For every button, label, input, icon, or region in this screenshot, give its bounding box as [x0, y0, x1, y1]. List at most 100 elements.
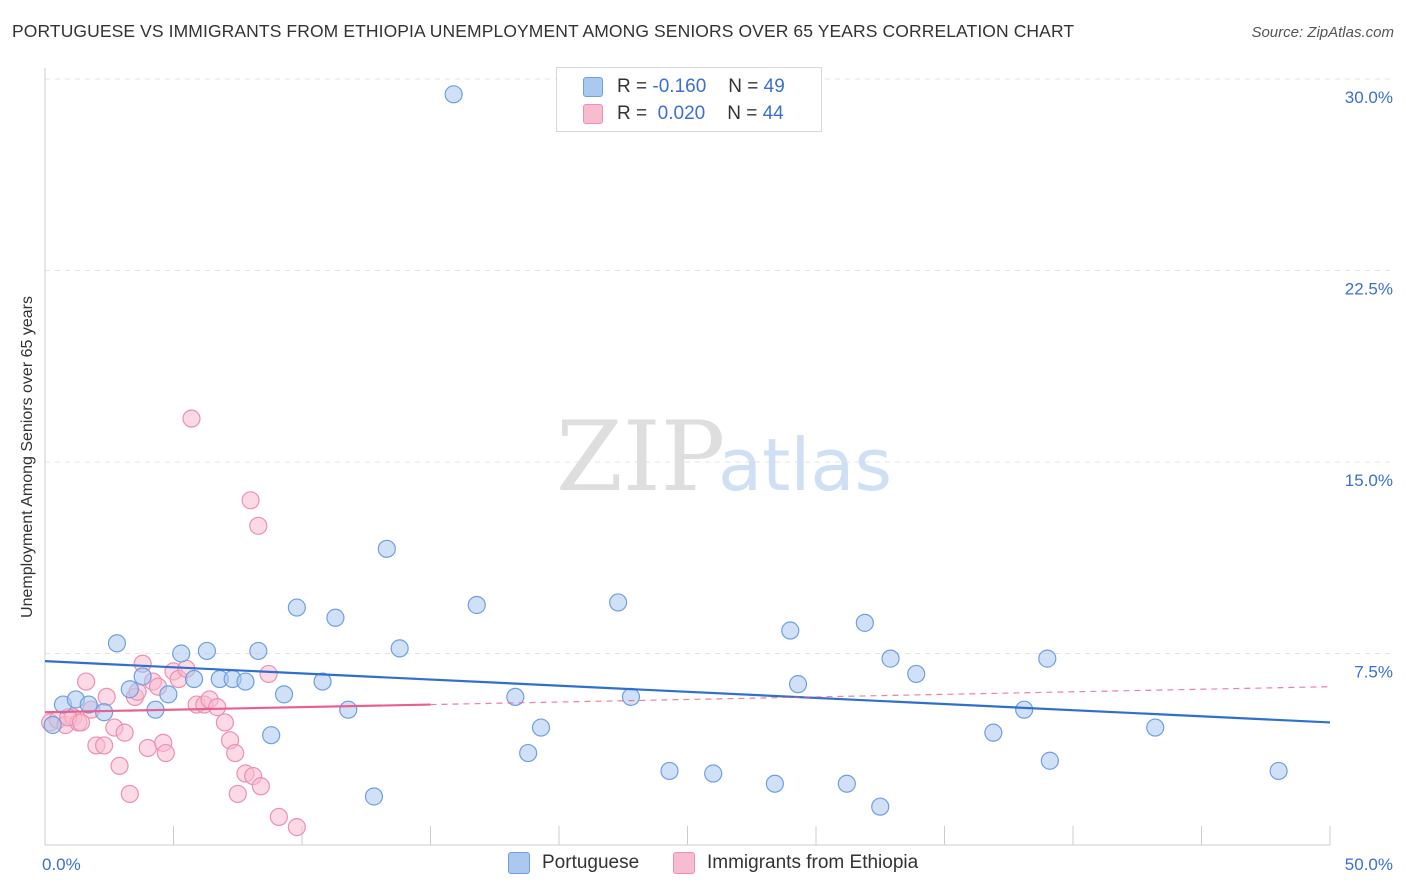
- portuguese-point: [79, 695, 98, 714]
- ethiopia-point: [115, 723, 134, 742]
- portuguese-point: [506, 687, 525, 707]
- portuguese-point: [1040, 751, 1059, 770]
- ethiopia-point: [97, 687, 116, 707]
- ethiopia-point: [226, 743, 245, 763]
- ethiopia-trend-line-extension: [430, 686, 1331, 706]
- portuguese-point: [781, 621, 800, 640]
- ethiopia-point: [110, 756, 129, 775]
- correlation-legend: R = -0.160 N = 49 R = 0.020 N = 44: [556, 67, 822, 132]
- bottom-legend-ethiopia: Immigrants from Ethiopia: [673, 852, 918, 874]
- ethiopia-point: [249, 516, 268, 535]
- portuguese-point: [444, 85, 463, 104]
- n-label: N =: [727, 103, 758, 124]
- portuguese-point: [984, 723, 1003, 742]
- r-value: -0.160: [652, 76, 707, 97]
- ethiopia-point: [259, 664, 278, 684]
- watermark-zip: ZIP: [556, 401, 725, 513]
- watermark: ZIP atlas: [556, 401, 892, 513]
- portuguese-point: [236, 672, 255, 691]
- chart-title: PORTUGUESE VS IMMIGRANTS FROM ETHIOPIA U…: [12, 21, 1075, 41]
- y-tick-label: 15.0%: [1345, 471, 1393, 490]
- source-credit: Source: ZipAtlas.com: [1251, 24, 1394, 41]
- ethiopia-point: [156, 743, 175, 763]
- x-tick-label: 50.0%: [1345, 855, 1393, 874]
- y-tick-labels: 7.5% 15.0% 22.5% 30.0%: [1345, 88, 1393, 682]
- portuguese-point: [313, 672, 332, 691]
- ethiopia-point: [208, 698, 227, 717]
- ethiopia-legend-label: Immigrants from Ethiopia: [707, 852, 919, 873]
- portuguese-point: [855, 613, 874, 632]
- legend-row-portuguese: R = -0.160 N = 49: [583, 74, 785, 100]
- portuguese-point: [262, 726, 281, 745]
- ethiopia-point: [95, 736, 114, 755]
- portuguese-point: [765, 774, 784, 793]
- series-portuguese-points: [43, 85, 1288, 816]
- ethiopia-point: [228, 784, 247, 804]
- ethiopia-point: [269, 807, 288, 827]
- y-tick-label: 22.5%: [1345, 280, 1393, 299]
- portuguese-point: [704, 764, 723, 783]
- legend-row-ethiopia: R = 0.020 N = 44: [583, 101, 784, 127]
- y-tick-label: 30.0%: [1345, 88, 1393, 107]
- portuguese-point: [788, 675, 808, 694]
- portuguese-point: [519, 743, 538, 763]
- portuguese-point: [377, 539, 396, 558]
- y-axis-label: Unemployment Among Seniors over 65 years: [19, 296, 36, 618]
- portuguese-point: [364, 787, 384, 806]
- portuguese-point: [159, 685, 178, 704]
- grid-lines: [45, 78, 1394, 654]
- portuguese-point: [197, 641, 217, 661]
- ethiopia-trend-line: [44, 703, 431, 714]
- portuguese-point: [120, 680, 139, 699]
- n-label: N =: [728, 76, 759, 97]
- portuguese-point: [531, 718, 551, 737]
- portuguese-point: [1269, 761, 1288, 781]
- x-tick-labels: 0.0% 50.0%: [42, 855, 1393, 874]
- portuguese-point: [1146, 718, 1165, 737]
- watermark-atlas: atlas: [718, 423, 892, 507]
- portuguese-trend-line: [44, 660, 1331, 724]
- portuguese-point: [184, 669, 204, 689]
- portuguese-point: [881, 649, 900, 668]
- portuguese-point: [274, 685, 294, 704]
- portuguese-point: [133, 667, 152, 686]
- portuguese-point: [1015, 700, 1034, 719]
- portuguese-legend-label: Portuguese: [542, 852, 640, 873]
- ethiopia-point: [287, 818, 306, 837]
- series-ethiopia-points: [41, 409, 306, 837]
- r-value: 0.020: [657, 103, 706, 124]
- portuguese-point: [660, 761, 679, 781]
- portuguese-legend-swatch: [508, 852, 530, 874]
- portuguese-point: [871, 797, 890, 816]
- r-label: R =: [617, 103, 648, 124]
- portuguese-point: [339, 700, 358, 719]
- ethiopia-legend-swatch: [673, 852, 695, 874]
- ethiopia-point: [251, 777, 270, 796]
- ethiopia-point: [120, 784, 139, 804]
- ethiopia-point: [182, 409, 201, 428]
- y-tick-label: 7.5%: [1354, 663, 1393, 682]
- trend-lines: [44, 660, 1331, 724]
- portuguese-point: [107, 634, 127, 653]
- portuguese-point: [837, 774, 856, 793]
- portuguese-point: [43, 715, 62, 735]
- ethiopia-point: [215, 713, 234, 732]
- portuguese-point: [907, 664, 926, 684]
- x-tick-label: 0.0%: [42, 855, 81, 874]
- portuguese-point: [390, 639, 409, 658]
- portuguese-point: [467, 595, 486, 615]
- ethiopia-point: [138, 738, 157, 758]
- n-value: 49: [763, 76, 785, 97]
- portuguese-point: [326, 608, 345, 627]
- ethiopia-point: [241, 491, 260, 510]
- portuguese-point: [621, 687, 641, 707]
- portuguese-point: [287, 598, 306, 617]
- portuguese-point: [249, 641, 268, 661]
- n-value: 44: [762, 103, 784, 124]
- portuguese-point: [1038, 649, 1057, 668]
- r-label: R =: [617, 76, 648, 97]
- ethiopia-point: [71, 713, 91, 732]
- portuguese-point: [172, 644, 191, 663]
- ethiopia-point: [77, 672, 96, 691]
